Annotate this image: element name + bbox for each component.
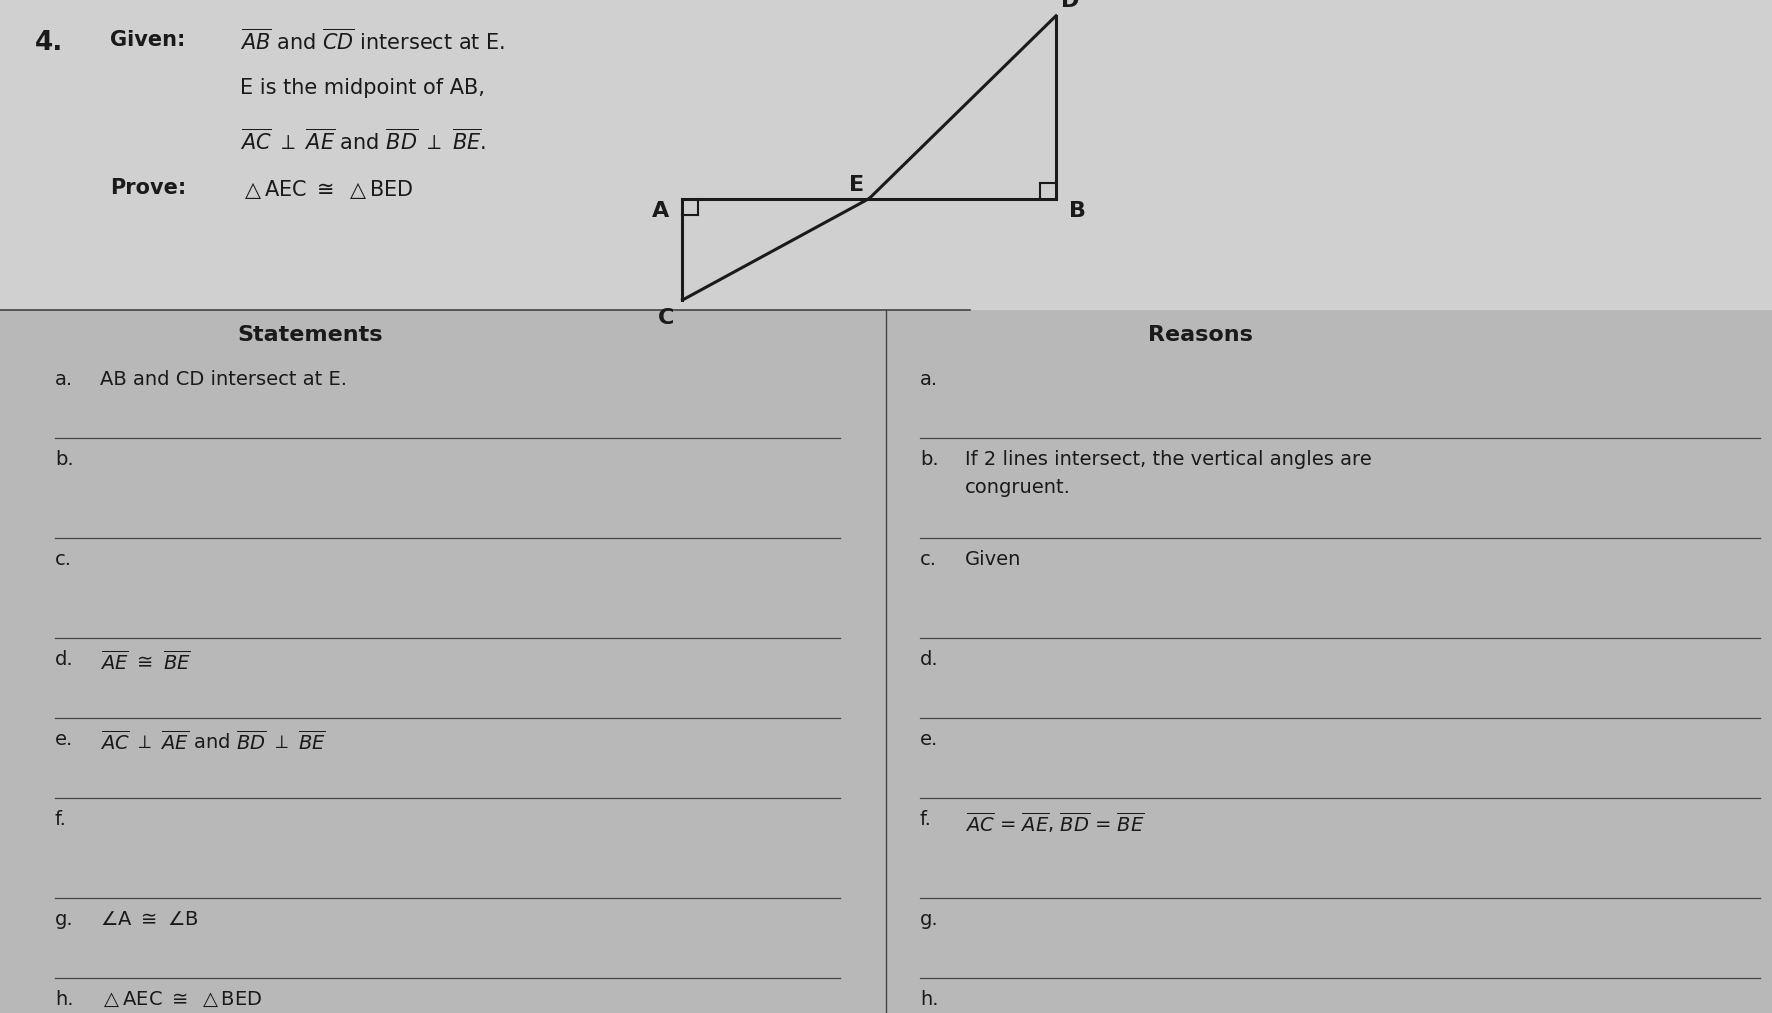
Text: $\overline{AC}$ = $\overline{AE}$, $\overline{BD}$ = $\overline{BE}$: $\overline{AC}$ = $\overline{AE}$, $\ove… — [966, 810, 1145, 835]
Text: E is the midpoint of AB,: E is the midpoint of AB, — [239, 78, 486, 98]
Text: a.: a. — [55, 370, 73, 389]
Text: h.: h. — [55, 990, 73, 1009]
Text: $\angle$A $\cong$ $\angle$B: $\angle$A $\cong$ $\angle$B — [99, 910, 198, 929]
Text: Prove:: Prove: — [110, 178, 186, 198]
Text: Given:: Given: — [110, 30, 186, 50]
Text: b.: b. — [55, 450, 74, 469]
Bar — [0, 0, 1772, 310]
Text: f.: f. — [920, 810, 932, 829]
Text: Statements: Statements — [237, 325, 383, 345]
Text: $\triangle$AEC $\cong$ $\triangle$BED: $\triangle$AEC $\cong$ $\triangle$BED — [239, 178, 413, 201]
Text: AB and CD intersect at E.: AB and CD intersect at E. — [99, 370, 347, 389]
Text: f.: f. — [55, 810, 67, 829]
Text: Given: Given — [966, 550, 1021, 569]
Text: d.: d. — [55, 650, 74, 669]
Text: $\overline{AC}$ $\perp$ $\overline{AE}$ and $\overline{BD}$ $\perp$ $\overline{B: $\overline{AC}$ $\perp$ $\overline{AE}$ … — [99, 730, 326, 754]
Text: $\overline{AB}$ and $\overline{CD}$ intersect at E.: $\overline{AB}$ and $\overline{CD}$ inte… — [239, 28, 505, 54]
Text: A: A — [652, 201, 670, 221]
Text: If 2 lines intersect, the vertical angles are: If 2 lines intersect, the vertical angle… — [966, 450, 1372, 469]
Text: c.: c. — [55, 550, 73, 569]
Text: d.: d. — [920, 650, 939, 669]
Text: $\triangle$AEC $\cong$ $\triangle$BED: $\triangle$AEC $\cong$ $\triangle$BED — [99, 990, 262, 1009]
Text: e.: e. — [55, 730, 73, 749]
Text: 4.: 4. — [35, 30, 64, 56]
Text: $\overline{AE}$ $\cong$ $\overline{BE}$: $\overline{AE}$ $\cong$ $\overline{BE}$ — [99, 650, 191, 674]
Text: $\overline{AC}$ $\perp$ $\overline{AE}$ and $\overline{BD}$ $\perp$ $\overline{B: $\overline{AC}$ $\perp$ $\overline{AE}$ … — [239, 128, 486, 153]
Text: e.: e. — [920, 730, 937, 749]
Text: D: D — [1061, 0, 1079, 11]
Text: Reasons: Reasons — [1148, 325, 1253, 345]
Text: E: E — [849, 174, 865, 194]
Text: C: C — [657, 308, 675, 328]
Text: B: B — [1070, 201, 1086, 221]
Text: h.: h. — [920, 990, 939, 1009]
Text: c.: c. — [920, 550, 937, 569]
Text: b.: b. — [920, 450, 939, 469]
Text: a.: a. — [920, 370, 937, 389]
Text: congruent.: congruent. — [966, 478, 1070, 497]
Text: g.: g. — [55, 910, 74, 929]
Text: g.: g. — [920, 910, 939, 929]
